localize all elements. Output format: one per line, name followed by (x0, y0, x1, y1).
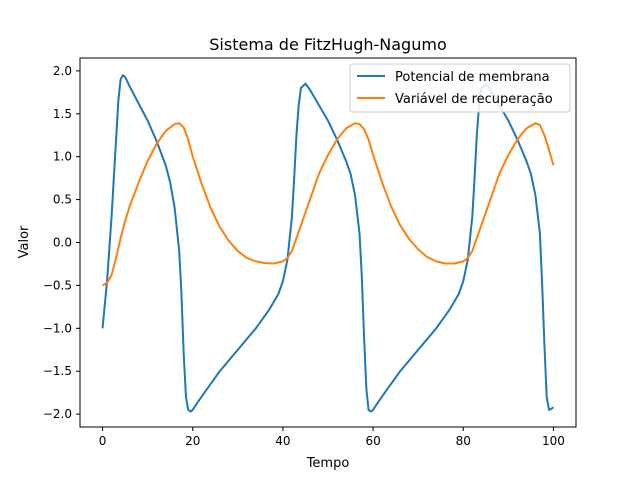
legend: Potencial de membrana Variável de recupe… (349, 63, 571, 113)
series-line-1 (102, 122, 555, 287)
chart-title: Sistema de FitzHugh-Nagumo (209, 35, 446, 54)
legend-label-membrana: Potencial de membrana (395, 70, 550, 85)
y-tick-label: −2.0 (43, 407, 72, 421)
x-tick-label: 0 (99, 434, 107, 448)
x-axis-label: Tempo (306, 456, 350, 471)
legend-label-recuperacao: Variável de recuperação (395, 92, 553, 107)
x-tick-label: 100 (542, 434, 565, 448)
y-tick-label: 2.0 (53, 64, 72, 78)
y-tick-label: 0.5 (53, 193, 72, 207)
y-tick-label: 1.0 (53, 150, 72, 164)
y-tick-label: 1.5 (53, 107, 72, 121)
x-tick-label: 20 (185, 434, 200, 448)
y-tick-label: −1.0 (43, 321, 72, 335)
legend-box (349, 63, 571, 113)
x-tick-label: 40 (275, 434, 290, 448)
x-tick-label: 60 (365, 434, 380, 448)
x-axis: 0 20 40 60 80 100 (99, 427, 565, 448)
y-axis-label: Valor (17, 225, 32, 258)
y-tick-label: −0.5 (43, 278, 72, 292)
x-tick-label: 80 (456, 434, 471, 448)
y-axis: −2.0 −1.5 −1.0 −0.5 0.0 0.5 1.0 1.5 2.0 (43, 64, 80, 421)
y-tick-label: 0.0 (53, 236, 72, 250)
y-tick-label: −1.5 (43, 364, 72, 378)
